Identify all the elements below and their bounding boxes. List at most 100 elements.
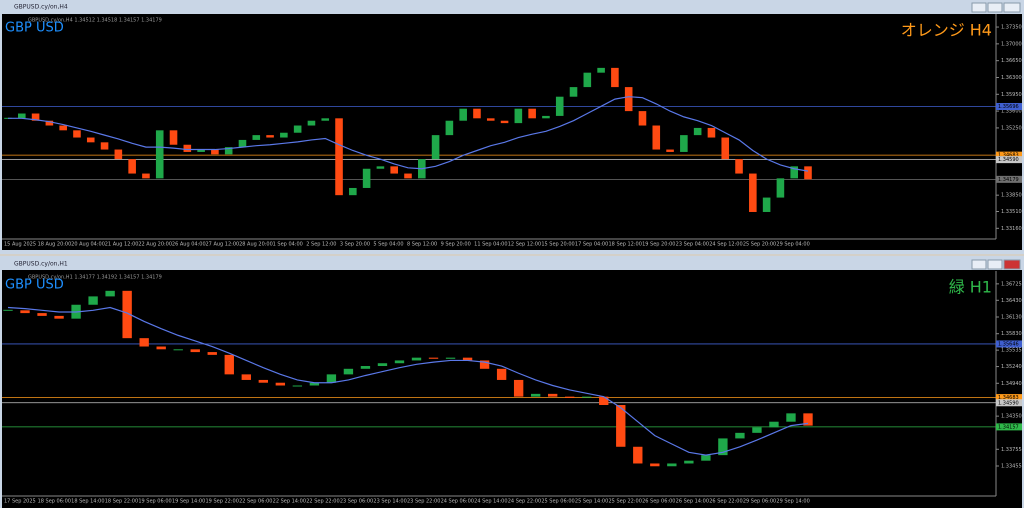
x-tick-label: 29 Sep 04:00: [776, 242, 809, 248]
x-tick-label: 22 Aug 20:00: [138, 242, 172, 248]
candle: [650, 463, 660, 467]
candle: [652, 125, 661, 150]
candle: [238, 139, 247, 148]
candle: [769, 421, 779, 428]
candle: [431, 135, 440, 160]
maximize-button[interactable]: [987, 2, 1003, 13]
candle: [616, 405, 626, 447]
x-tick-label: 18 Sep 12:00: [609, 242, 642, 248]
candle: [555, 96, 564, 116]
symbol-label: GBP USD: [5, 21, 64, 36]
candle: [582, 396, 592, 398]
x-tick-label: 12 Sep 12:00: [508, 242, 541, 248]
candle: [752, 427, 762, 433]
x-tick-label: 17 Sep 04:00: [575, 242, 608, 248]
candle: [445, 357, 456, 359]
candle: [542, 115, 550, 119]
candle: [514, 108, 523, 124]
candle: [128, 159, 136, 174]
x-tick-label: 1 Sep 04:00: [273, 242, 303, 248]
candle: [569, 87, 578, 97]
candle: [459, 108, 467, 121]
window-buttons[interactable]: [971, 2, 1021, 270]
candle: [721, 137, 730, 160]
x-tick-label: 25 Sep 14:00: [575, 499, 608, 505]
x-tick-label: 15 Aug 2025: [4, 242, 36, 248]
close-button[interactable]: [1003, 2, 1021, 13]
candle: [335, 118, 343, 196]
candle: [114, 149, 123, 160]
y-tick-label: 1.36650: [1001, 58, 1022, 64]
x-tick-label: 17 Sep 2025: [4, 499, 36, 505]
y-tick-label: 1.33850: [1001, 193, 1022, 199]
x-tick-label: 23 Sep 04:00: [676, 242, 709, 248]
candle: [266, 135, 274, 138]
chart-area: [2, 270, 1022, 508]
candle: [360, 366, 371, 369]
y-tick-label: 1.37350: [1001, 25, 1022, 31]
x-tick-label: 26 Sep 06:00: [642, 499, 675, 505]
y-tick-label: 1.36430: [1001, 298, 1022, 304]
minimize-button[interactable]: [971, 259, 987, 270]
y-tick-label: 1.34940: [1001, 381, 1022, 387]
minimize-button[interactable]: [971, 2, 987, 13]
candle: [624, 87, 633, 112]
x-tick-label: 19 Sep 14:00: [172, 499, 205, 505]
candle: [633, 446, 643, 464]
candle: [73, 130, 81, 138]
candle: [59, 125, 67, 131]
candle: [762, 197, 771, 212]
candle: [707, 127, 716, 138]
x-tick-label: 22 Sep 14:00: [273, 499, 306, 505]
candle: [197, 149, 205, 152]
candle: [462, 357, 473, 361]
candle: [280, 132, 288, 138]
candle: [680, 135, 688, 152]
x-tick-label: 15 Sep 20:00: [541, 242, 574, 248]
symbol-label: GBP USD: [5, 278, 64, 293]
y-tick-label: 1.33510: [1001, 209, 1022, 215]
window-title: GBPUSD.cy/on,H4: [14, 4, 68, 11]
x-tick-label: 26 Sep 22:00: [709, 499, 742, 505]
candle: [86, 137, 95, 143]
x-tick-label: 18 Aug 20:00: [38, 242, 72, 248]
candle: [776, 178, 785, 198]
candle: [169, 130, 178, 145]
x-tick-label: 23 Sep 14:00: [373, 499, 406, 505]
y-tick-label: 1.35950: [1001, 92, 1022, 98]
candle: [500, 120, 509, 124]
level-label: 1.34590: [998, 157, 1019, 163]
level-label-box: [996, 394, 1022, 402]
x-tick-label: 22 Sep 22:00: [306, 499, 339, 505]
candle: [638, 111, 647, 126]
y-tick-label: 1.37000: [1001, 41, 1022, 47]
candle: [343, 368, 354, 375]
candle: [565, 396, 575, 398]
candle: [428, 357, 439, 359]
candle: [224, 147, 233, 155]
x-tick-label: 24 Sep 12:00: [709, 242, 742, 248]
level-label: 1.34590: [998, 400, 1019, 406]
candle: [252, 135, 261, 140]
candle: [701, 455, 711, 461]
x-tick-label: 25 Sep 20:00: [743, 242, 776, 248]
x-tick-label: 5 Sep 04:00: [373, 242, 403, 248]
y-tick-label: 1.33755: [1001, 447, 1022, 453]
candle: [3, 309, 13, 311]
candle: [445, 120, 454, 136]
candle: [122, 290, 132, 339]
candle: [207, 352, 217, 355]
x-tick-label: 19 Sep 06:00: [138, 499, 171, 505]
x-tick-label: 18 Sep 06:00: [38, 499, 71, 505]
x-tick-label: 27 Aug 12:00: [206, 242, 240, 248]
candle: [88, 296, 98, 305]
close-button[interactable]: [1003, 259, 1021, 270]
candle: [309, 382, 320, 386]
y-tick-label: 1.34350: [1001, 414, 1022, 420]
level-label: 1.35646: [998, 341, 1019, 347]
x-tick-label: 24 Sep 06:00: [441, 499, 474, 505]
candle: [293, 125, 302, 133]
level-label-box: [996, 175, 1022, 183]
candle: [790, 166, 798, 179]
maximize-button[interactable]: [987, 259, 1003, 270]
